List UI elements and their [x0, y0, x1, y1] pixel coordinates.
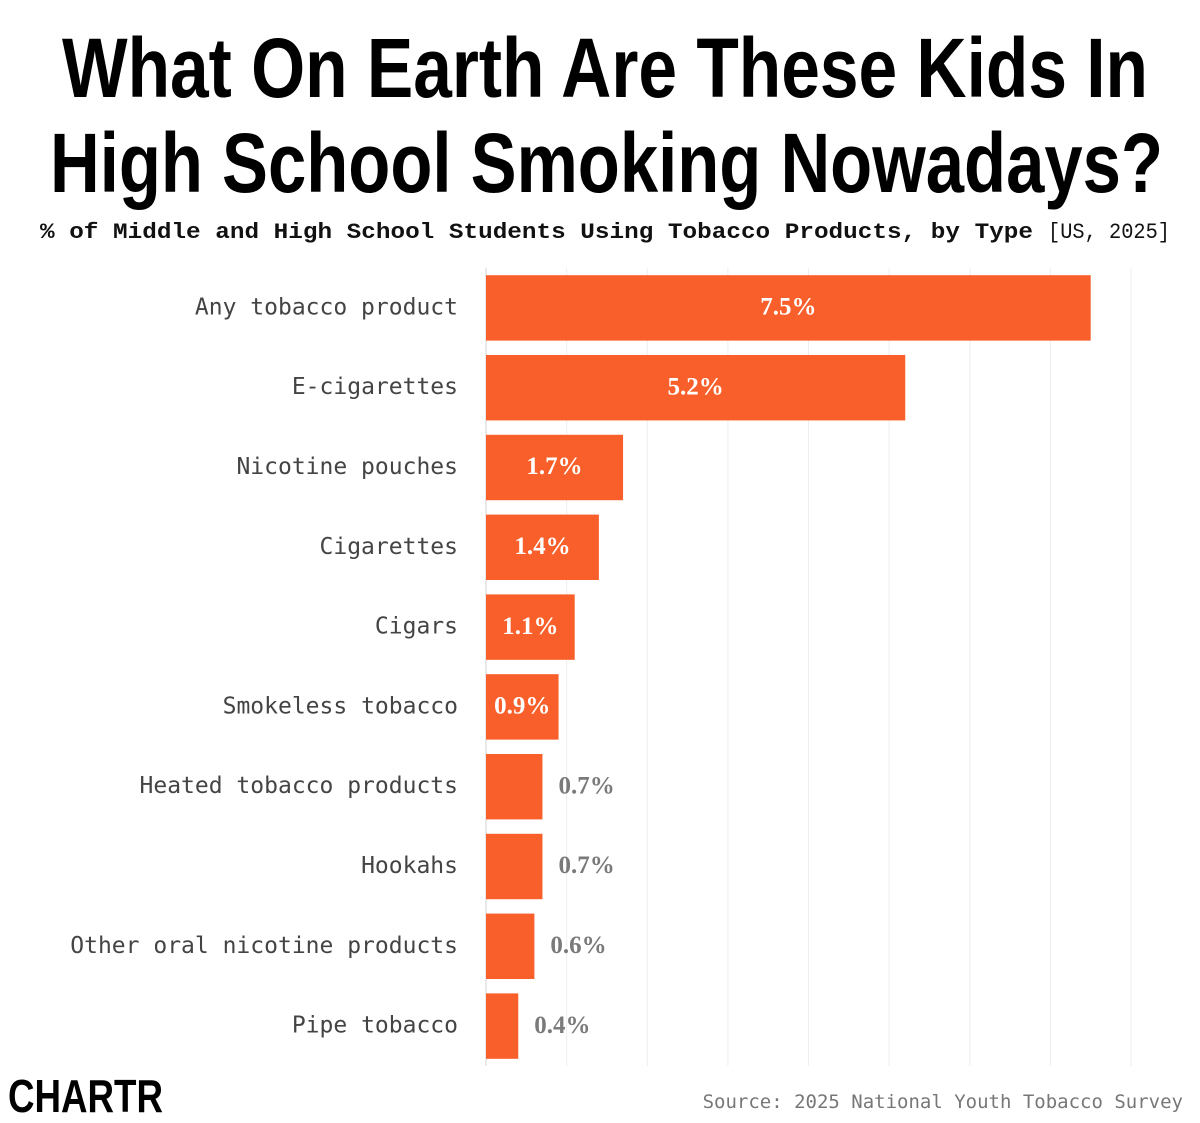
- bar: [486, 354, 906, 421]
- y-tick-label: Smokeless tobacco: [223, 693, 458, 719]
- y-tick-label: Any tobacco product: [195, 294, 458, 320]
- source: Source: 2025 National Youth Tobacco Surv…: [703, 1091, 1183, 1113]
- y-tick-label: Pipe tobacco: [292, 1013, 458, 1039]
- bar: [486, 753, 543, 820]
- subtitle-tag: [US, 2025]: [1048, 220, 1170, 245]
- chart-title: What On Earth Are These Kids In: [62, 21, 1148, 115]
- chart-subtitle: % of Middle and High School Students Usi…: [40, 220, 1033, 245]
- bar: [486, 594, 575, 660]
- bar: [486, 275, 1091, 341]
- bar: [486, 993, 519, 1059]
- y-tick-label: E-cigarettes: [292, 374, 458, 400]
- value-label: 0.7%: [558, 852, 614, 879]
- value-label: 1.7%: [526, 453, 582, 480]
- y-tick-label: Nicotine pouches: [236, 454, 458, 480]
- y-tick-label: Heated tobacco products: [140, 773, 459, 799]
- value-label: 0.9%: [494, 693, 550, 720]
- y-tick-label: Hookahs: [361, 853, 458, 879]
- value-label: 0.7%: [558, 772, 614, 799]
- logo: CHARTR: [8, 1070, 163, 1122]
- bar: [486, 514, 599, 581]
- y-tick-label: Other oral nicotine products: [70, 933, 458, 959]
- value-label: 0.4%: [534, 1012, 590, 1039]
- value-label: 1.1%: [502, 613, 558, 640]
- value-label: 0.6%: [550, 932, 606, 959]
- chart-title: High School Smoking Nowadays?: [50, 116, 1163, 210]
- y-tick-label: Cigarettes: [320, 534, 458, 560]
- value-label: 5.2%: [668, 373, 724, 400]
- bar: [486, 674, 559, 740]
- bar: [486, 833, 543, 900]
- bar: [486, 913, 535, 980]
- value-label: 1.4%: [514, 533, 570, 560]
- bar: [486, 434, 624, 501]
- y-tick-label: Cigars: [375, 614, 458, 640]
- value-label: 7.5%: [760, 294, 816, 321]
